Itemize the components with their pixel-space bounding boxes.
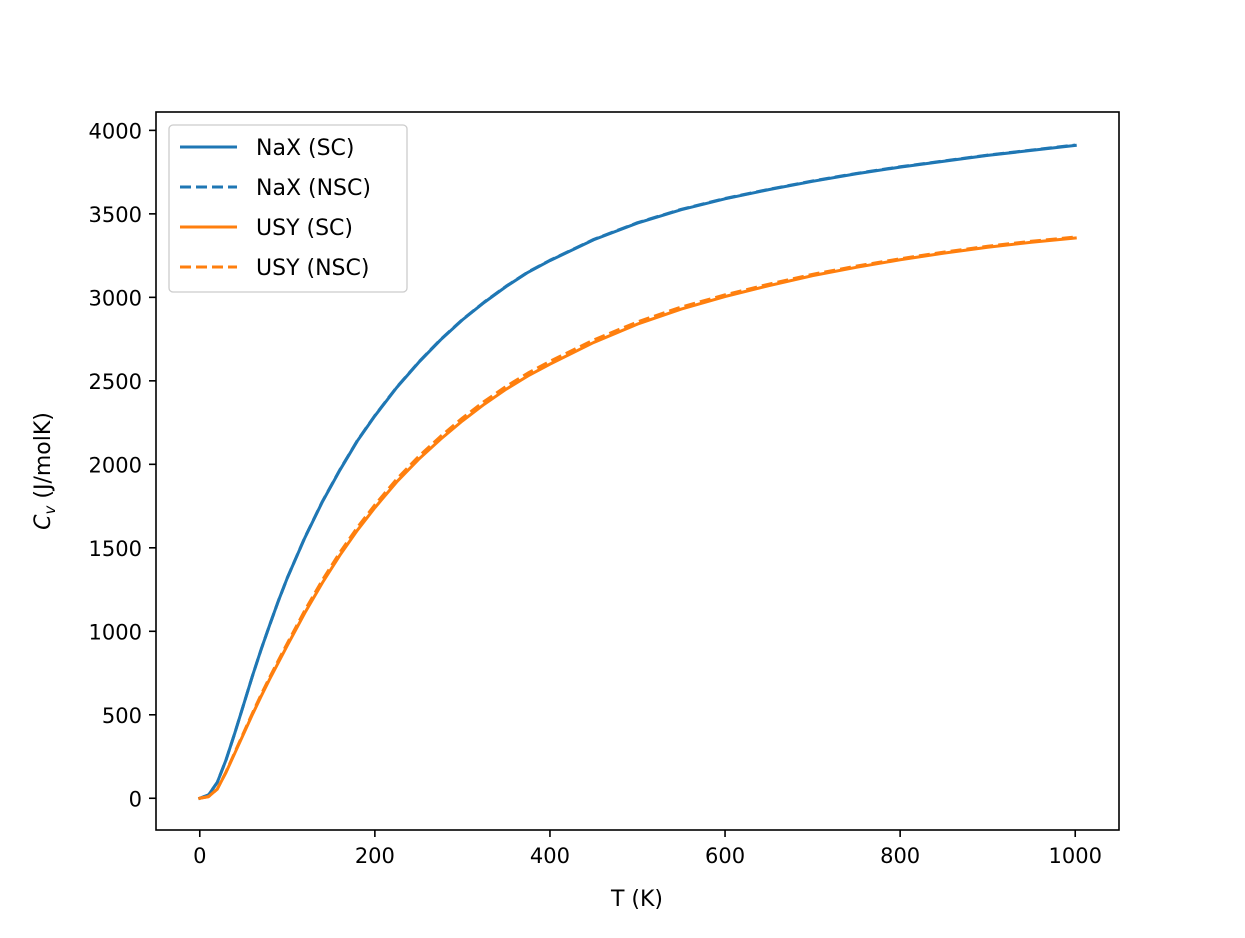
x-tick-label: 1000 [1049,844,1102,868]
series-line-2 [199,143,1076,800]
y-tick-label: 1500 [89,537,142,561]
y-tick-label: 0 [129,787,142,811]
legend-label-2: NaX (NSC) [256,176,371,201]
y-tick-label: 4000 [89,119,142,143]
legend: NaX (SC) NaX (NSC) USY (SC) USY (NSC) [168,124,408,293]
x-axis-label: T (K) [610,887,663,912]
legend-label-3: USY (SC) [256,216,353,241]
x-tick-label: 400 [530,844,570,868]
x-tick-label: 200 [355,844,395,868]
plot-frame [155,111,1120,831]
y-axis-label-main: C [31,514,56,530]
y-tick-label: 2000 [89,453,142,477]
x-tick-label: 0 [193,844,206,868]
y-axis-label-unit: (J/molK) [31,412,56,506]
series-line-4 [199,235,1076,800]
y-axis-label-sub: v [41,505,59,515]
y-tick-label: 3500 [89,203,142,227]
x-tick-label: 800 [880,844,920,868]
legend-label-4: USY (NSC) [256,256,369,281]
lines-layer [197,143,1077,801]
legend-label-1: NaX (SC) [256,136,355,161]
y-tick-label: 2500 [89,370,142,394]
y-tick-label: 3000 [89,286,142,310]
x-tick-label: 600 [705,844,745,868]
legend-box [168,124,408,293]
y-tick-label: 1000 [89,620,142,644]
ticks-layer: 0 200 400 600 800 1000 0 500 1000 1500 2000 2500 300… [89,119,1102,868]
y-tick-label: 500 [102,704,142,728]
y-axis-label: Cv (J/molK) [31,412,59,530]
legend-entries: NaX (SC) NaX (NSC) USY (SC) USY (NSC) [180,136,371,281]
